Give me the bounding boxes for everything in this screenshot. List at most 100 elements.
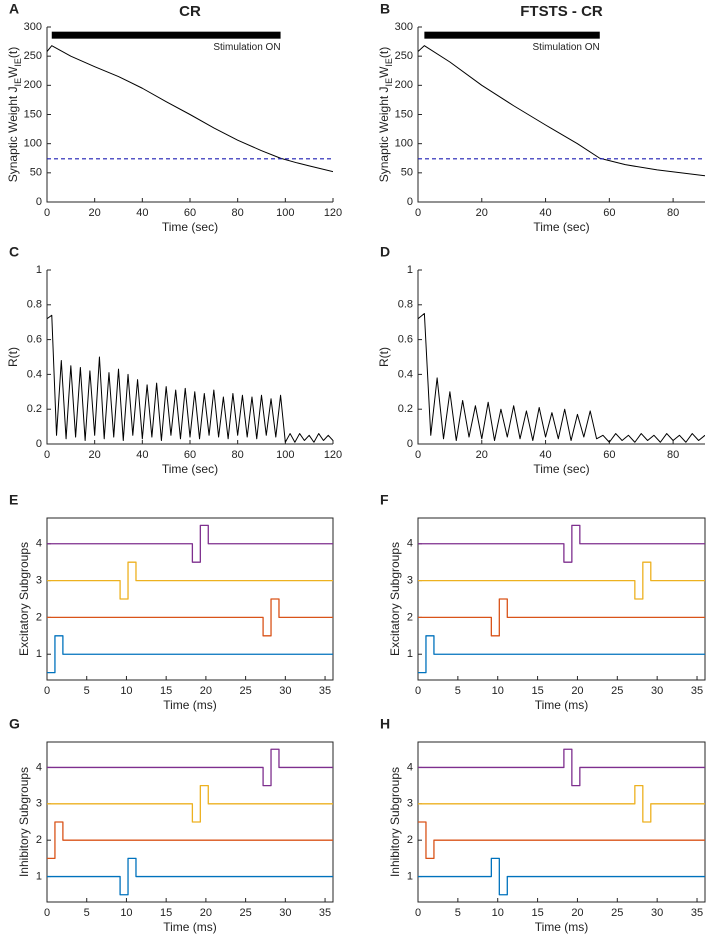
x-tick-label: 20 bbox=[476, 207, 488, 219]
x-tick-label: 120 bbox=[324, 207, 342, 219]
y-tick-label: 0 bbox=[36, 196, 42, 208]
x-tick-label: 5 bbox=[84, 685, 90, 697]
y-tick-label: 200 bbox=[395, 79, 413, 91]
plot-area bbox=[418, 524, 705, 674]
panel: 0 5 10 15 20 25 30 35 1 2 3 4 Time (ms) Inhibitory Su… bbox=[380, 716, 706, 934]
panel: 0 20 40 60 80 0 0.2 0.4 0.6 0.8 1 Time (sec) R(t) D bbox=[377, 244, 705, 476]
y-tick-label: 150 bbox=[24, 108, 42, 120]
data-line bbox=[47, 748, 333, 787]
plot-area bbox=[47, 748, 333, 896]
data-line bbox=[47, 598, 333, 637]
y-tick-label: 0 bbox=[36, 438, 42, 450]
x-tick-label: 60 bbox=[603, 207, 615, 219]
panel: 0 5 10 15 20 25 30 35 1 2 3 4 Time (ms) Excitatory Su… bbox=[9, 492, 334, 712]
panel-label: C bbox=[9, 244, 19, 260]
panel-label: F bbox=[380, 492, 389, 508]
x-axis-label: Time (ms) bbox=[535, 920, 589, 934]
y-tick-label: 2 bbox=[36, 611, 42, 623]
x-axis-label: Time (ms) bbox=[163, 920, 217, 934]
panel-label: A bbox=[9, 1, 19, 17]
x-tick-label: 40 bbox=[136, 449, 148, 461]
plot-area bbox=[418, 313, 705, 443]
y-tick-label: 3 bbox=[36, 574, 42, 586]
x-tick-label: 60 bbox=[184, 207, 196, 219]
x-tick-label: 20 bbox=[571, 685, 583, 697]
stimulation-label: Stimulation ON bbox=[213, 42, 280, 53]
y-tick-label: 0.2 bbox=[27, 403, 42, 415]
x-tick-label: 10 bbox=[120, 685, 132, 697]
y-axis-label: Excitatory Subgroups bbox=[17, 542, 31, 656]
x-tick-label: 30 bbox=[651, 685, 663, 697]
x-tick-label: 25 bbox=[239, 685, 251, 697]
x-axis-label: Time (ms) bbox=[535, 698, 589, 712]
y-tick-label: 4 bbox=[407, 538, 413, 550]
y-tick-label: 1 bbox=[36, 648, 42, 660]
y-axis-label-part: IE bbox=[13, 58, 23, 67]
y-tick-label: 0.4 bbox=[27, 368, 42, 380]
data-line bbox=[47, 857, 333, 896]
data-line bbox=[418, 635, 705, 674]
y-tick-label: 3 bbox=[407, 574, 413, 586]
data-line bbox=[47, 561, 333, 600]
panel: 0 20 40 60 80 100 120 0 0.2 0.4 0.6 0.8 1 Time (sec) R… bbox=[6, 244, 342, 476]
x-axis-label: Time (sec) bbox=[162, 462, 218, 476]
x-tick-label: 25 bbox=[611, 907, 623, 919]
x-axis-label: Time (sec) bbox=[533, 220, 589, 234]
data-line bbox=[418, 524, 705, 563]
x-tick-label: 5 bbox=[455, 907, 461, 919]
x-axis-label: Time (sec) bbox=[162, 220, 218, 234]
y-tick-label: 100 bbox=[24, 138, 42, 150]
x-tick-label: 0 bbox=[415, 207, 421, 219]
x-tick-label: 20 bbox=[476, 449, 488, 461]
y-tick-label: 3 bbox=[407, 798, 413, 810]
x-tick-label: 35 bbox=[319, 685, 331, 697]
x-tick-label: 0 bbox=[44, 907, 50, 919]
axes-box bbox=[46, 517, 334, 681]
x-tick-label: 35 bbox=[691, 685, 703, 697]
x-tick-label: 0 bbox=[44, 685, 50, 697]
y-axis-label-part: IE bbox=[384, 58, 394, 67]
x-tick-label: 0 bbox=[44, 449, 50, 461]
data-line bbox=[47, 524, 333, 563]
y-tick-label: 1 bbox=[407, 870, 413, 882]
stimulation-bar bbox=[424, 31, 600, 39]
panel: 0 20 40 60 80 0 50 100 150 200 250 300 Time (sec) Syn… bbox=[377, 1, 705, 234]
x-tick-label: 80 bbox=[667, 207, 679, 219]
x-tick-label: 120 bbox=[324, 449, 342, 461]
panel-title: CR bbox=[179, 3, 201, 20]
panel: 0 5 10 15 20 25 30 35 1 2 3 4 Time (ms) Inhibitory Su… bbox=[9, 716, 334, 934]
y-tick-label: 1 bbox=[36, 870, 42, 882]
y-axis-label-part: R(t) bbox=[6, 347, 20, 367]
x-tick-label: 20 bbox=[200, 685, 212, 697]
panel-label: D bbox=[380, 244, 390, 260]
y-tick-label: 250 bbox=[395, 50, 413, 62]
data-line bbox=[418, 313, 705, 443]
axes bbox=[417, 270, 705, 445]
x-tick-label: 40 bbox=[136, 207, 148, 219]
y-tick-label: 50 bbox=[401, 167, 413, 179]
x-tick-label: 5 bbox=[455, 685, 461, 697]
data-line bbox=[47, 784, 333, 823]
y-axis-label-part: Inhibitory Subgroups bbox=[17, 767, 31, 877]
x-tick-label: 15 bbox=[160, 685, 172, 697]
x-tick-label: 25 bbox=[611, 685, 623, 697]
y-tick-label: 0.2 bbox=[398, 403, 413, 415]
y-tick-label: 4 bbox=[36, 538, 42, 550]
y-tick-label: 300 bbox=[24, 21, 42, 33]
y-axis-label-part: (t) bbox=[6, 47, 20, 58]
panel-label: G bbox=[9, 716, 20, 732]
panel-title: FTSTS - CR bbox=[520, 3, 603, 20]
x-tick-label: 0 bbox=[415, 449, 421, 461]
axes bbox=[46, 270, 333, 445]
x-tick-label: 35 bbox=[691, 907, 703, 919]
y-axis-label-part: W bbox=[6, 66, 20, 78]
x-tick-label: 40 bbox=[539, 207, 551, 219]
y-tick-label: 2 bbox=[36, 834, 42, 846]
y-axis-label-part: R(t) bbox=[377, 347, 391, 367]
data-line bbox=[418, 748, 705, 787]
x-tick-label: 30 bbox=[279, 685, 291, 697]
axes-box bbox=[417, 741, 706, 903]
stimulation-bar bbox=[51, 31, 281, 39]
plot-area bbox=[418, 45, 705, 177]
